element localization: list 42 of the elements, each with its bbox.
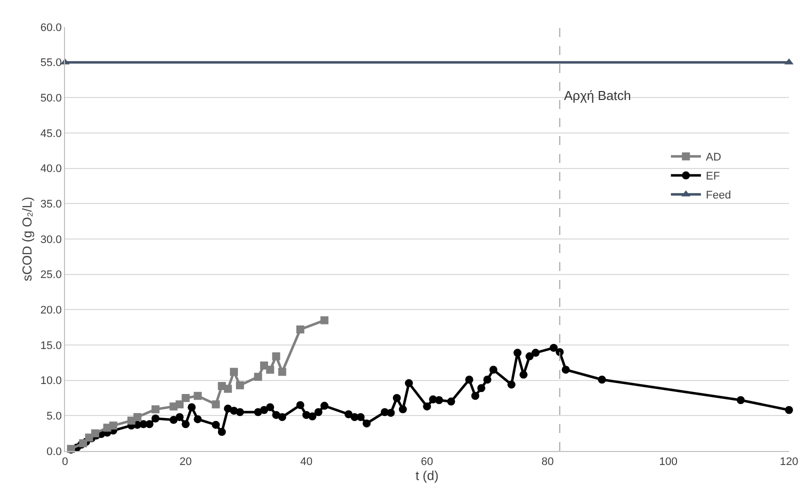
point (194, 392, 202, 400)
x-tick-label: 100 (659, 456, 678, 468)
x-tick-label: 60 (420, 456, 434, 468)
y-tick-label: 20.0 (40, 304, 62, 317)
y-tick-label: 50.0 (40, 92, 62, 105)
y-tick-label: 15.0 (40, 340, 62, 352)
y-tick-label: 55.0 (40, 57, 62, 70)
point (254, 372, 262, 381)
x-tick-label: 120 (780, 456, 798, 468)
x-tick-label: 40 (300, 456, 312, 468)
y-tick-label: 25.0 (40, 269, 62, 282)
point (176, 400, 184, 408)
x-tick-label: 80 (542, 456, 554, 468)
legend-label: AD (706, 152, 722, 164)
x-axis-title: t (d) (415, 468, 439, 484)
point (224, 384, 232, 393)
y-tick-label: 45.0 (40, 128, 62, 140)
y-tick-label: 10.0 (40, 375, 62, 388)
point (212, 400, 220, 408)
point (278, 368, 286, 376)
point (182, 394, 190, 402)
x-tick-label: 20 (180, 456, 192, 468)
point (109, 422, 118, 430)
y-axis-title: sCOD (g O₂/L) (19, 196, 34, 282)
point (320, 316, 328, 324)
point (236, 381, 244, 390)
y-tick-label: 60.0 (40, 22, 62, 34)
ref-line-label: Αρχή Batch (564, 88, 631, 103)
y-tick-label: 0.0 (46, 446, 62, 458)
y-tick-label: 30.0 (40, 234, 62, 246)
legend-label: EF (706, 170, 720, 183)
y-tick-label: 5.0 (46, 410, 62, 423)
point (133, 413, 142, 422)
point (230, 368, 238, 376)
point (152, 405, 160, 414)
y-tick-label: 40.0 (40, 163, 62, 176)
point (266, 366, 274, 374)
point (272, 352, 280, 360)
legend-label: Feed (706, 190, 731, 202)
y-tick-label: 35.0 (40, 198, 62, 211)
point (296, 325, 304, 334)
x-tick-label: 0 (62, 456, 68, 468)
